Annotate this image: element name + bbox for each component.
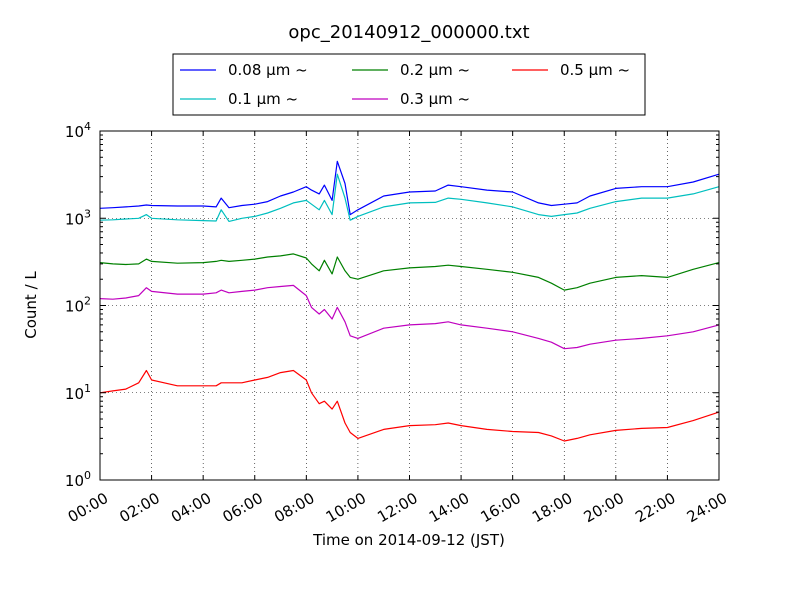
legend-label: 0.3 μm ~ (400, 90, 470, 108)
series-line (99, 160, 720, 216)
legend-label: 0.1 μm ~ (228, 90, 298, 108)
series-line (99, 369, 720, 442)
legend-label: 0.08 μm ~ (228, 61, 308, 79)
y-axis-label: Count / L (22, 271, 40, 339)
series-line (99, 253, 720, 291)
legend-label: 0.5 μm ~ (560, 61, 630, 79)
series-lines (99, 160, 720, 442)
y-tick-label: 104 (65, 120, 91, 141)
y-tick-labels: 100 101 102 103 104 (65, 120, 91, 490)
x-axis-label: Time on 2014-09-12 (JST) (312, 531, 505, 549)
chart-title: opc_20140912_000000.txt (288, 22, 529, 43)
series-line (99, 284, 720, 350)
legend-label: 0.2 μm ~ (400, 61, 470, 79)
y-tick-label: 100 (65, 469, 91, 490)
y-tick-label: 101 (65, 382, 91, 403)
ticks (99, 130, 720, 481)
series-line (99, 173, 720, 222)
legend: 0.08 μm ~ 0.1 μm ~ 0.2 μm ~ 0.3 μm ~ 0.5 μm … (172, 53, 646, 116)
legend-box (172, 53, 646, 116)
y-tick-label: 103 (65, 207, 91, 228)
y-tick-label: 102 (65, 295, 91, 316)
